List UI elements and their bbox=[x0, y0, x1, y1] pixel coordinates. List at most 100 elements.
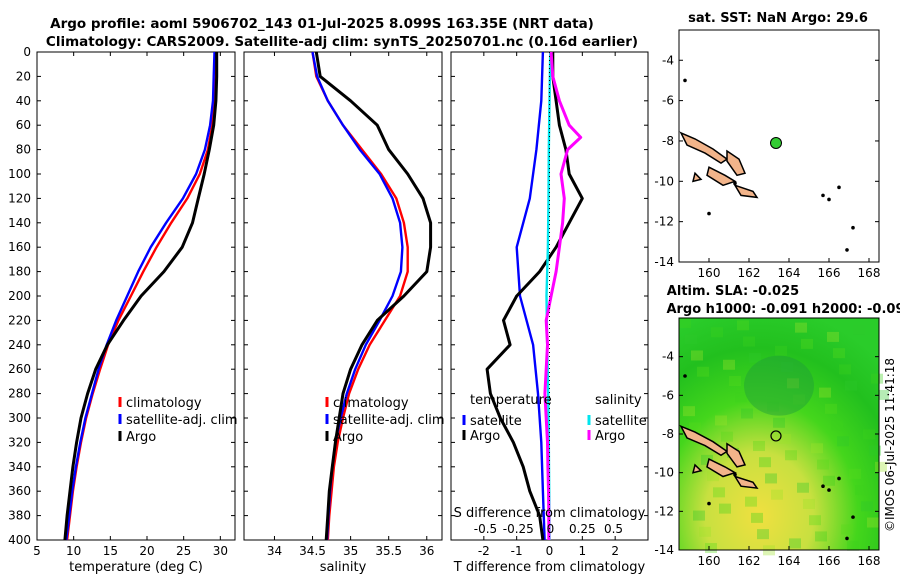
x-tick-label: 35 bbox=[343, 544, 358, 558]
islet bbox=[827, 488, 831, 492]
sla-cell bbox=[847, 540, 859, 551]
x-tick-label: 30 bbox=[213, 544, 228, 558]
y-tick-label: 20 bbox=[16, 69, 31, 83]
y-tick-label: 260 bbox=[8, 362, 31, 376]
y-tick-label: 60 bbox=[16, 118, 31, 132]
y-tick-label: 160 bbox=[8, 240, 31, 254]
sst-map-title: sat. SST: NaN Argo: 29.6 bbox=[688, 11, 868, 26]
legend-title-salinity: salinity bbox=[595, 393, 642, 408]
islet bbox=[827, 197, 831, 202]
islet bbox=[733, 472, 737, 477]
y-tick-label: 240 bbox=[8, 338, 31, 352]
map-y-tick-label: -10 bbox=[654, 466, 674, 480]
top-tick-label: 0.25 bbox=[569, 522, 596, 536]
x-tick-label: 15 bbox=[103, 544, 118, 558]
sla-cell bbox=[723, 359, 735, 370]
map-x-tick-label: 166 bbox=[818, 554, 841, 568]
map-x-tick-label: 164 bbox=[778, 554, 801, 568]
y-tick-label: 280 bbox=[8, 387, 31, 401]
islet bbox=[821, 484, 825, 489]
sla-cell bbox=[803, 498, 815, 509]
x-tick-label: 2 bbox=[611, 544, 619, 558]
x-tick-label: 20 bbox=[139, 544, 154, 558]
top-tick-label: -0.25 bbox=[503, 522, 534, 536]
y-tick-label: 380 bbox=[8, 509, 31, 523]
map-y-tick-label: -12 bbox=[654, 215, 674, 229]
sla-cell bbox=[785, 450, 797, 461]
sla-cell bbox=[713, 487, 725, 498]
islet bbox=[851, 515, 855, 519]
legend-label: satellite bbox=[595, 414, 647, 429]
sla-cell bbox=[691, 350, 703, 361]
islet bbox=[845, 536, 849, 541]
y-tick-label: 120 bbox=[8, 191, 31, 205]
sla-cell bbox=[701, 454, 713, 465]
x-axis-label: salinity bbox=[320, 560, 367, 575]
y-tick-label: 180 bbox=[8, 265, 31, 279]
sla-cell bbox=[837, 436, 849, 447]
map-y-tick-label: -6 bbox=[662, 94, 674, 108]
map-x-tick-label: 162 bbox=[738, 266, 761, 280]
sla-cell bbox=[789, 538, 801, 549]
x-axis-label: T difference from climatology bbox=[453, 560, 646, 575]
island bbox=[691, 171, 703, 183]
map-frame bbox=[678, 29, 880, 263]
y-tick-label: 200 bbox=[8, 289, 31, 303]
sla-cell bbox=[767, 401, 779, 412]
sla-cell bbox=[869, 445, 881, 456]
island bbox=[691, 463, 703, 474]
sla-cell bbox=[809, 515, 821, 526]
sla-cell bbox=[861, 501, 873, 512]
sla-cell bbox=[707, 471, 719, 482]
sla-map-title-line1: Altim. SLA: -0.025 bbox=[667, 284, 799, 299]
x-tick-label: -2 bbox=[478, 544, 490, 558]
imos-credit: ©IMOS 06-Jul-2025 11:41:18 bbox=[883, 358, 897, 532]
series-line-1 bbox=[485, 52, 584, 541]
sla-cell bbox=[863, 429, 875, 440]
x-tick-label: 34 bbox=[267, 544, 282, 558]
figure-title-line1: Argo profile: aoml 5906702_143 01-Jul-20… bbox=[50, 16, 594, 32]
sla-cell bbox=[715, 415, 727, 426]
x-tick-label: 35.5 bbox=[375, 544, 402, 558]
sla-cell bbox=[825, 403, 837, 414]
y-tick-label: 0 bbox=[23, 45, 31, 59]
x-tick-label: 10 bbox=[66, 544, 81, 558]
sla-cell bbox=[751, 512, 763, 523]
y-tick-label: 340 bbox=[8, 460, 31, 474]
sla-cell bbox=[781, 362, 793, 373]
sla-cell bbox=[759, 457, 771, 468]
sla-cell bbox=[683, 406, 695, 417]
map-y-tick-label: -12 bbox=[654, 504, 674, 518]
sla-cell bbox=[721, 431, 733, 442]
sla-cell bbox=[811, 443, 823, 454]
sla-cell bbox=[689, 422, 701, 433]
sla-cell bbox=[737, 320, 749, 331]
series-line-2 bbox=[63, 52, 219, 541]
map-x-tick-label: 168 bbox=[858, 266, 881, 280]
sla-cell bbox=[841, 524, 853, 535]
map-y-tick-label: -10 bbox=[654, 174, 674, 188]
map-x-tick-label: 162 bbox=[738, 554, 761, 568]
island bbox=[706, 458, 737, 478]
sla-cell bbox=[839, 364, 851, 375]
sla-cell bbox=[705, 543, 717, 554]
sla-cell bbox=[833, 348, 845, 359]
sst-map-panel: 160 162 164 166 168 -4 -6 -8 -10 -12 -14 bbox=[654, 29, 881, 280]
sla-cell bbox=[753, 440, 765, 451]
sla-cell bbox=[867, 517, 879, 528]
y-tick-label: 320 bbox=[8, 435, 31, 449]
island bbox=[733, 475, 759, 490]
y-tick-label: 220 bbox=[8, 313, 31, 327]
x-tick-label: 25 bbox=[176, 544, 191, 558]
sla-cell bbox=[765, 473, 777, 484]
sla-field bbox=[679, 318, 879, 550]
sla-cell bbox=[877, 389, 889, 400]
x-tick-label: 1 bbox=[579, 544, 587, 558]
sla-cell bbox=[817, 459, 829, 470]
y-tick-label: 40 bbox=[16, 94, 31, 108]
legend-label: climatology bbox=[126, 396, 202, 411]
y-tick-label: 100 bbox=[8, 167, 31, 181]
legend-label: Argo bbox=[595, 429, 625, 444]
map-y-tick-label: -4 bbox=[662, 350, 674, 364]
sla-cell bbox=[679, 318, 691, 328]
